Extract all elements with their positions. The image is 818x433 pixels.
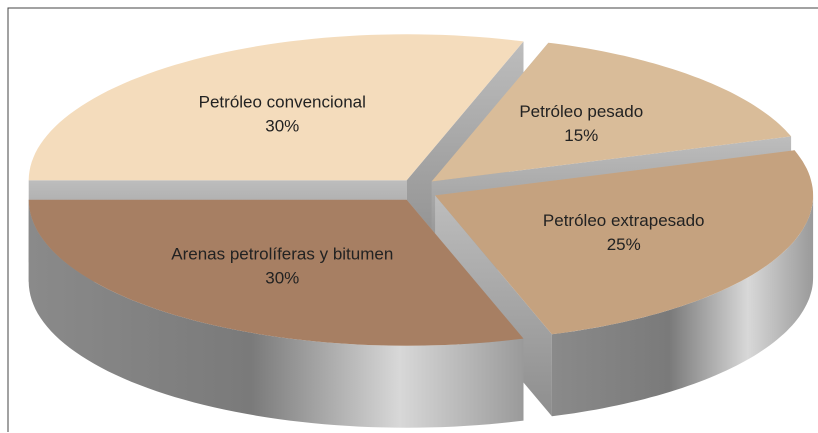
slice — [435, 150, 814, 335]
slice-label: Petróleo extrapesado — [543, 211, 705, 230]
slice-value-label: 30% — [265, 268, 299, 287]
slice-label: Petróleo convencional — [199, 93, 366, 112]
slice-label: Arenas petrolíferas y bitumen — [171, 244, 393, 263]
slice — [28, 199, 524, 346]
frame — [7, 7, 818, 432]
slice-wall — [28, 199, 524, 428]
slice — [431, 42, 792, 182]
slice-value-label: 30% — [265, 117, 299, 136]
slice-label: Petróleo pesado — [519, 102, 643, 121]
slice-wall — [551, 195, 814, 417]
slice-value-label: 25% — [607, 235, 641, 254]
slice-value-label: 15% — [564, 126, 598, 145]
slice — [28, 34, 524, 181]
